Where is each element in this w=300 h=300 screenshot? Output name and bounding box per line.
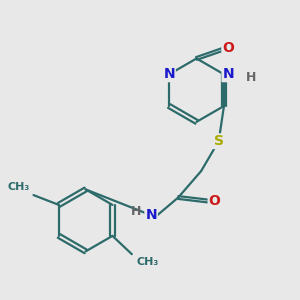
Text: H: H <box>246 70 256 84</box>
Text: O: O <box>222 41 234 55</box>
Text: S: S <box>214 134 224 148</box>
Text: CH₃: CH₃ <box>136 257 158 267</box>
Text: N: N <box>163 67 175 81</box>
Text: N: N <box>222 67 234 81</box>
Text: O: O <box>208 194 220 208</box>
Text: N: N <box>145 208 157 222</box>
Text: CH₃: CH₃ <box>7 182 29 191</box>
Text: H: H <box>131 205 141 218</box>
